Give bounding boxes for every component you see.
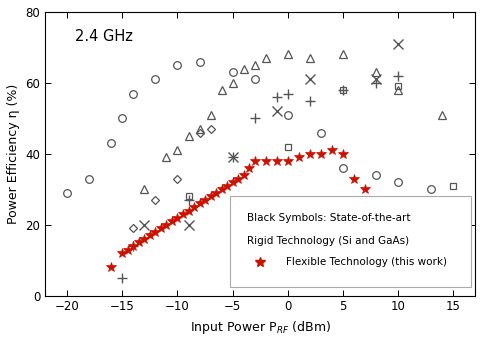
Text: Black Symbols: State-of-the-art: Black Symbols: State-of-the-art xyxy=(247,213,411,223)
Text: 2.4 GHz: 2.4 GHz xyxy=(75,29,133,44)
Text: Rigid Technology (Si and GaAs): Rigid Technology (Si and GaAs) xyxy=(247,236,409,246)
X-axis label: Input Power P$_{RF}$ (dBm): Input Power P$_{RF}$ (dBm) xyxy=(189,319,331,336)
Y-axis label: Power Efficiency η (%): Power Efficiency η (%) xyxy=(7,84,20,224)
FancyBboxPatch shape xyxy=(230,196,471,287)
Text: Flexible Technology (this work): Flexible Technology (this work) xyxy=(286,257,447,267)
